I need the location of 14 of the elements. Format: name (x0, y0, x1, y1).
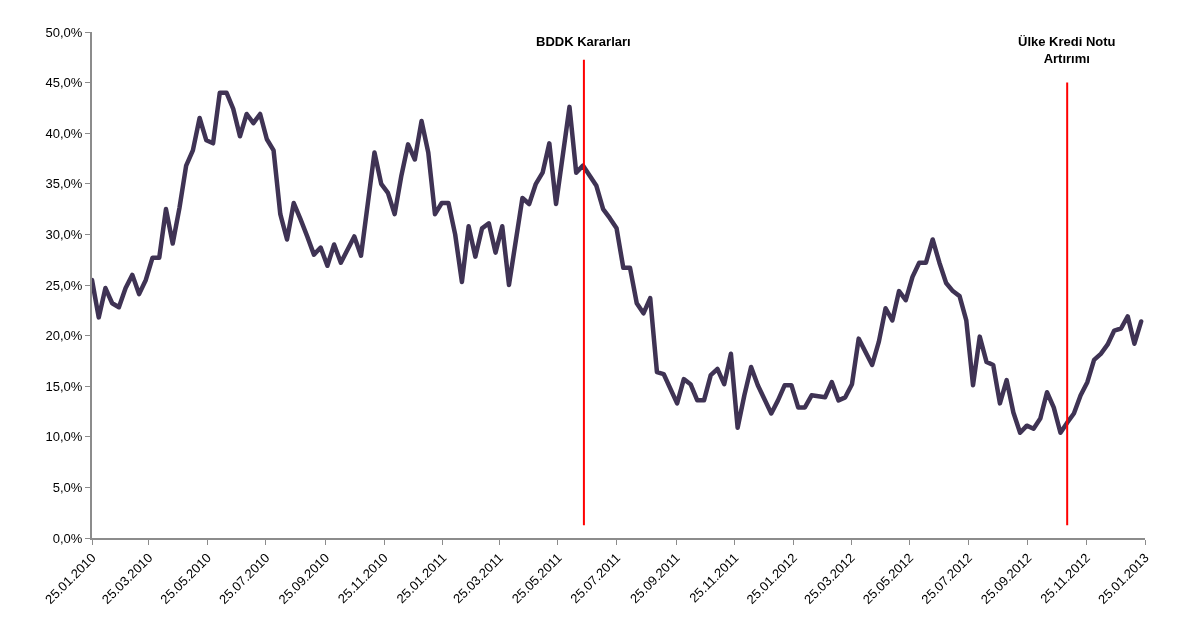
y-tick-label: 15,0% (45, 378, 83, 394)
line-series (92, 90, 1144, 435)
y-tick-label: 5,0% (52, 479, 83, 495)
y-tick-label: 10,0% (45, 429, 83, 445)
y-tick-label: 0,0% (52, 530, 83, 546)
ref-line-label: BDDK Kararları (536, 34, 631, 49)
y-tick-label: 35,0% (45, 176, 83, 192)
y-tick-label: 25,0% (45, 277, 83, 293)
y-tick-label: 20,0% (45, 328, 83, 344)
y-tick-label: 30,0% (45, 226, 83, 242)
y-tick-label: 50,0% (45, 24, 83, 40)
y-tick-label: 45,0% (45, 75, 83, 91)
ref-line-label: Ülke Kredi Notu Artırımı (1018, 34, 1116, 66)
y-tick-label: 40,0% (45, 125, 83, 141)
